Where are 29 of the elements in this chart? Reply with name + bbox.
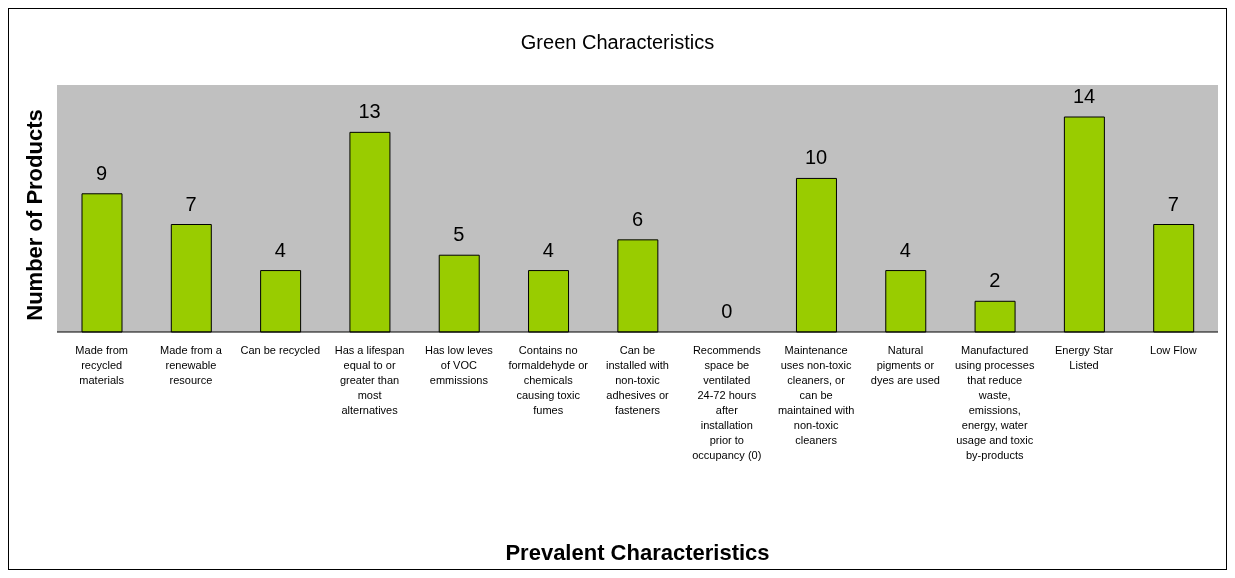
x-tick-label: Made from recycled materials — [75, 344, 128, 386]
data-label: 4 — [542, 238, 554, 261]
data-label: 10 — [804, 146, 828, 169]
x-axis-title: Prevalent Characteristics — [505, 540, 770, 565]
data-label: 14 — [1072, 85, 1096, 107]
x-tick-label: Has a lifespan equal to or greater than most alternatives — [334, 344, 405, 416]
data-label: 9 — [96, 161, 108, 184]
x-tick-label: Can be installed with non-toxic adhesives or fasteners — [606, 344, 670, 416]
data-label: 4 — [899, 238, 911, 261]
x-tick-label: Natural pigments or dyes are used — [870, 344, 940, 386]
x-tick-label: Energy Star Listed — [1054, 344, 1114, 371]
x-tick-label: Has low leves of VOC emmissions — [424, 344, 494, 386]
data-label: 0 — [721, 300, 733, 322]
data-label: 7 — [185, 192, 197, 215]
x-tick-label: Recommends space be ventilated 24-72 hours after installation prior to occupancy (0) — [692, 344, 762, 461]
data-label: 13 — [358, 100, 381, 123]
x-tick-label: Maintenance uses non-toxic cleaners, or can be maintained with non-toxic cleaners — [777, 344, 855, 446]
data-label: 4 — [274, 238, 286, 261]
data-label: 7 — [1167, 192, 1179, 215]
x-tick-label: Made from a renewable resource — [160, 344, 223, 386]
chart-title: Green Characteristics — [519, 31, 716, 54]
data-label: 6 — [631, 207, 644, 230]
y-axis-title: Number of Products — [22, 109, 48, 321]
data-label: 2 — [989, 269, 1001, 292]
x-tick-label: Contains no formaldehyde or chemicals causing toxic fumes — [508, 344, 589, 416]
x-tick-label: Can be recycled — [240, 344, 321, 356]
x-tick-label: Low Flow — [1150, 344, 1197, 356]
x-tick-label: Manufactured using processes that reduce waste, emissions, energy, water usage and toxic by-products — [954, 344, 1035, 461]
data-label: 5 — [453, 223, 465, 246]
